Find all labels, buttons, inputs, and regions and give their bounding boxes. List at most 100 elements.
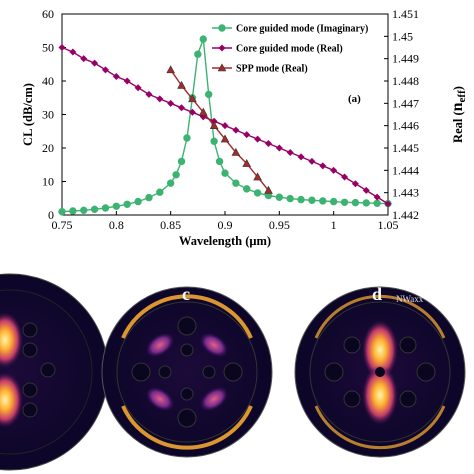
data-point <box>80 55 88 63</box>
mode-field-image-c: c <box>101 284 273 458</box>
data-point <box>205 90 213 99</box>
mode-field-image-left <box>0 273 109 471</box>
data-point <box>329 197 338 206</box>
y-right-tick-label: 1.442 <box>392 208 419 222</box>
x-axis-title: Wavelength (μm) <box>179 234 271 248</box>
y-right-tick-label: 1.45 <box>392 29 413 43</box>
data-point <box>308 157 316 165</box>
data-point <box>373 193 381 201</box>
data-point <box>188 108 196 116</box>
data-point <box>177 80 186 89</box>
data-point <box>199 35 207 43</box>
y-left-tick-label: 60 <box>42 7 54 21</box>
y-right-tick-label: 1.444 <box>392 163 419 177</box>
legend-marker <box>218 24 226 32</box>
series-1 <box>58 44 392 208</box>
legend: Core guided mode (Imaginary) Core guided … <box>212 24 368 75</box>
y-right-tick-label: 1.445 <box>392 141 419 155</box>
data-point <box>264 185 273 194</box>
x-tick-label: 0.9 <box>218 218 233 232</box>
data-point <box>286 148 294 156</box>
series-2 <box>166 65 273 194</box>
data-point <box>145 90 153 98</box>
data-point <box>172 171 180 179</box>
x-tick-label: 1 <box>331 218 337 232</box>
panel-label-c: c <box>182 284 190 304</box>
data-point <box>69 207 77 215</box>
data-point <box>319 197 327 205</box>
data-point <box>145 193 153 202</box>
data-point <box>198 107 208 116</box>
data-point <box>319 162 327 170</box>
data-point <box>166 65 175 74</box>
y-right-tick-label: 1.446 <box>392 119 419 133</box>
data-point <box>341 173 349 181</box>
data-point <box>80 206 88 215</box>
data-point <box>340 198 349 206</box>
data-point <box>58 207 66 216</box>
data-point <box>178 104 186 112</box>
data-point <box>215 157 224 166</box>
data-point <box>101 66 109 74</box>
y-left-axis-title: CL (dB/cm) <box>21 83 35 146</box>
data-point <box>112 202 121 210</box>
data-point <box>242 159 252 167</box>
data-point <box>286 194 294 203</box>
x-tick-label: 0.75 <box>52 218 73 232</box>
y-right-tick-label: 1.448 <box>392 74 419 88</box>
y-right-tick-label: 1.443 <box>392 186 419 200</box>
data-point <box>351 180 359 188</box>
data-point <box>373 199 381 207</box>
data-point <box>156 188 164 196</box>
data-point <box>231 147 241 156</box>
data-point <box>362 186 370 194</box>
data-point <box>297 195 305 204</box>
data-point <box>90 205 99 214</box>
panel-label-d: d <box>372 284 382 304</box>
x-tick-label: 0.85 <box>160 218 181 232</box>
data-point <box>351 198 360 207</box>
legend-entry: Core guided mode (Imaginary) <box>236 24 368 35</box>
plot-axes: 0.75 0.8 0.85 0.9 0.95 1 1.05 0 10 20 30 40 50 60 1.44… <box>21 7 468 248</box>
y-left-tick-label: 0 <box>48 208 54 222</box>
y-left-tick-label: 50 <box>42 41 54 55</box>
legend-marker <box>218 44 226 52</box>
data-point <box>210 137 218 146</box>
data-point <box>232 126 240 134</box>
data-point <box>275 144 283 152</box>
y-right-tick-label: 1.449 <box>392 52 419 66</box>
data-point <box>253 172 262 181</box>
data-point <box>101 204 110 212</box>
series-layer <box>58 35 392 216</box>
data-point <box>156 95 164 103</box>
data-point <box>243 131 251 139</box>
x-tick-label: 0.95 <box>269 218 290 232</box>
data-point <box>297 153 305 161</box>
y-right-axis-title: Real (neff) <box>449 86 468 143</box>
data-point <box>221 169 229 177</box>
data-point <box>253 189 262 197</box>
data-point <box>275 193 284 201</box>
data-point <box>330 166 338 174</box>
data-point <box>221 122 229 130</box>
data-point <box>123 200 131 208</box>
y-left-tick-label: 40 <box>42 74 54 88</box>
data-point <box>254 135 262 143</box>
data-point <box>194 50 202 58</box>
y-right-tick-label: 1.447 <box>392 96 419 110</box>
data-point <box>264 140 272 148</box>
y-left-tick-label: 20 <box>42 141 54 155</box>
data-point <box>69 48 77 56</box>
series-line <box>170 69 270 191</box>
data-point <box>232 179 240 187</box>
data-point <box>167 99 175 107</box>
data-point <box>384 200 392 208</box>
panel-label-a: (a) <box>348 93 361 105</box>
y-left-tick-label: 30 <box>42 108 54 122</box>
data-point <box>134 84 142 92</box>
data-point <box>183 134 191 142</box>
y-left-tick-label: 10 <box>42 175 54 189</box>
data-point <box>134 197 142 206</box>
x-tick-label: 0.8 <box>109 218 124 232</box>
x-tick-label: 1.05 <box>378 218 399 232</box>
